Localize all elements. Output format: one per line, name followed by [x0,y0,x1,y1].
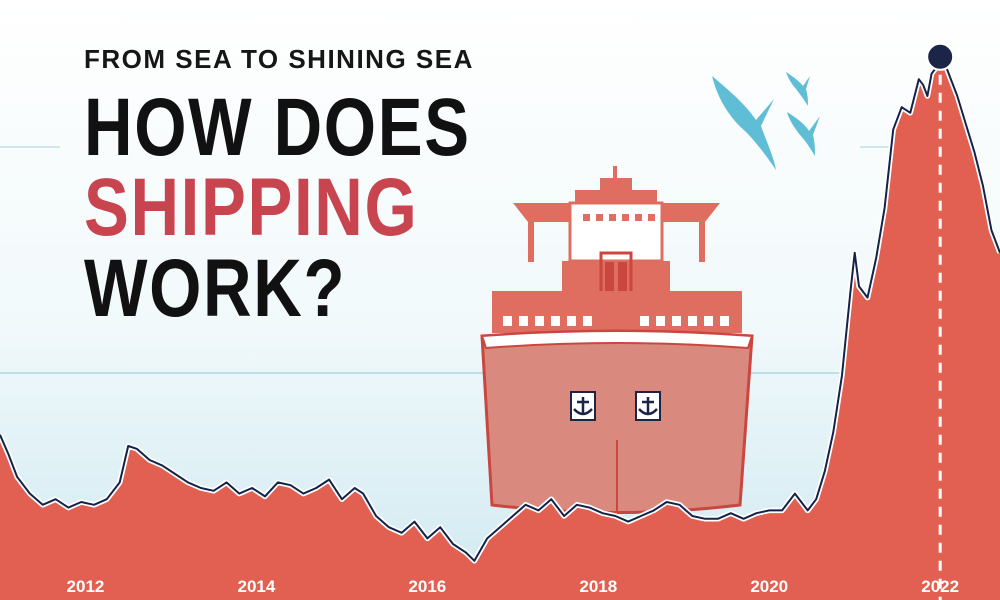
ship-upper-deck [562,261,670,291]
ship-wing-strut-right [699,222,705,262]
ship-bridge-windows [583,214,655,221]
peak-marker [926,42,955,71]
headline-line-2: SHIPPING [84,162,419,254]
anchor-left-icon [570,391,596,421]
ship-funnel [575,190,657,202]
container-ship [480,166,754,515]
headline-line-3: WORK? [84,242,347,334]
ship-mast [613,166,617,180]
bird-large-icon [712,76,776,170]
ship-mast-top [600,178,632,190]
bird-small-icon [786,72,810,106]
ship-deck-rail [480,330,754,350]
x-tick-label-2020: 2020 [750,577,788,596]
ship-bridge-wing-right [657,203,720,222]
ship-deck-windows [503,316,729,326]
birds-icon [712,72,820,170]
kicker-text: FROM SEA TO SHINING SEA [84,44,474,74]
x-tick-label-2014: 2014 [237,577,275,596]
x-tick-label-2022: 2022 [921,577,959,596]
ship-bridge-wing-left [513,203,575,222]
headline-line-1: HOW DOES [84,82,471,173]
x-tick-label-2012: 2012 [67,577,105,596]
series-line [0,55,1000,562]
ship-mid-deck [492,291,742,333]
anchor-right-icon [635,391,661,421]
ship-wing-strut-left [528,222,534,262]
ship-bridge [568,201,664,263]
title-block: FROM SEA TO SHINING SEA HOW DOES SHIPPIN… [84,46,556,329]
bird-medium-icon [787,112,820,156]
freight-rate-chart: 2012 2014 2016 2018 2020 2022 [0,42,1000,600]
x-tick-label-2018: 2018 [579,577,617,596]
series-area [0,56,1000,600]
x-tick-label-2016: 2016 [408,577,446,596]
